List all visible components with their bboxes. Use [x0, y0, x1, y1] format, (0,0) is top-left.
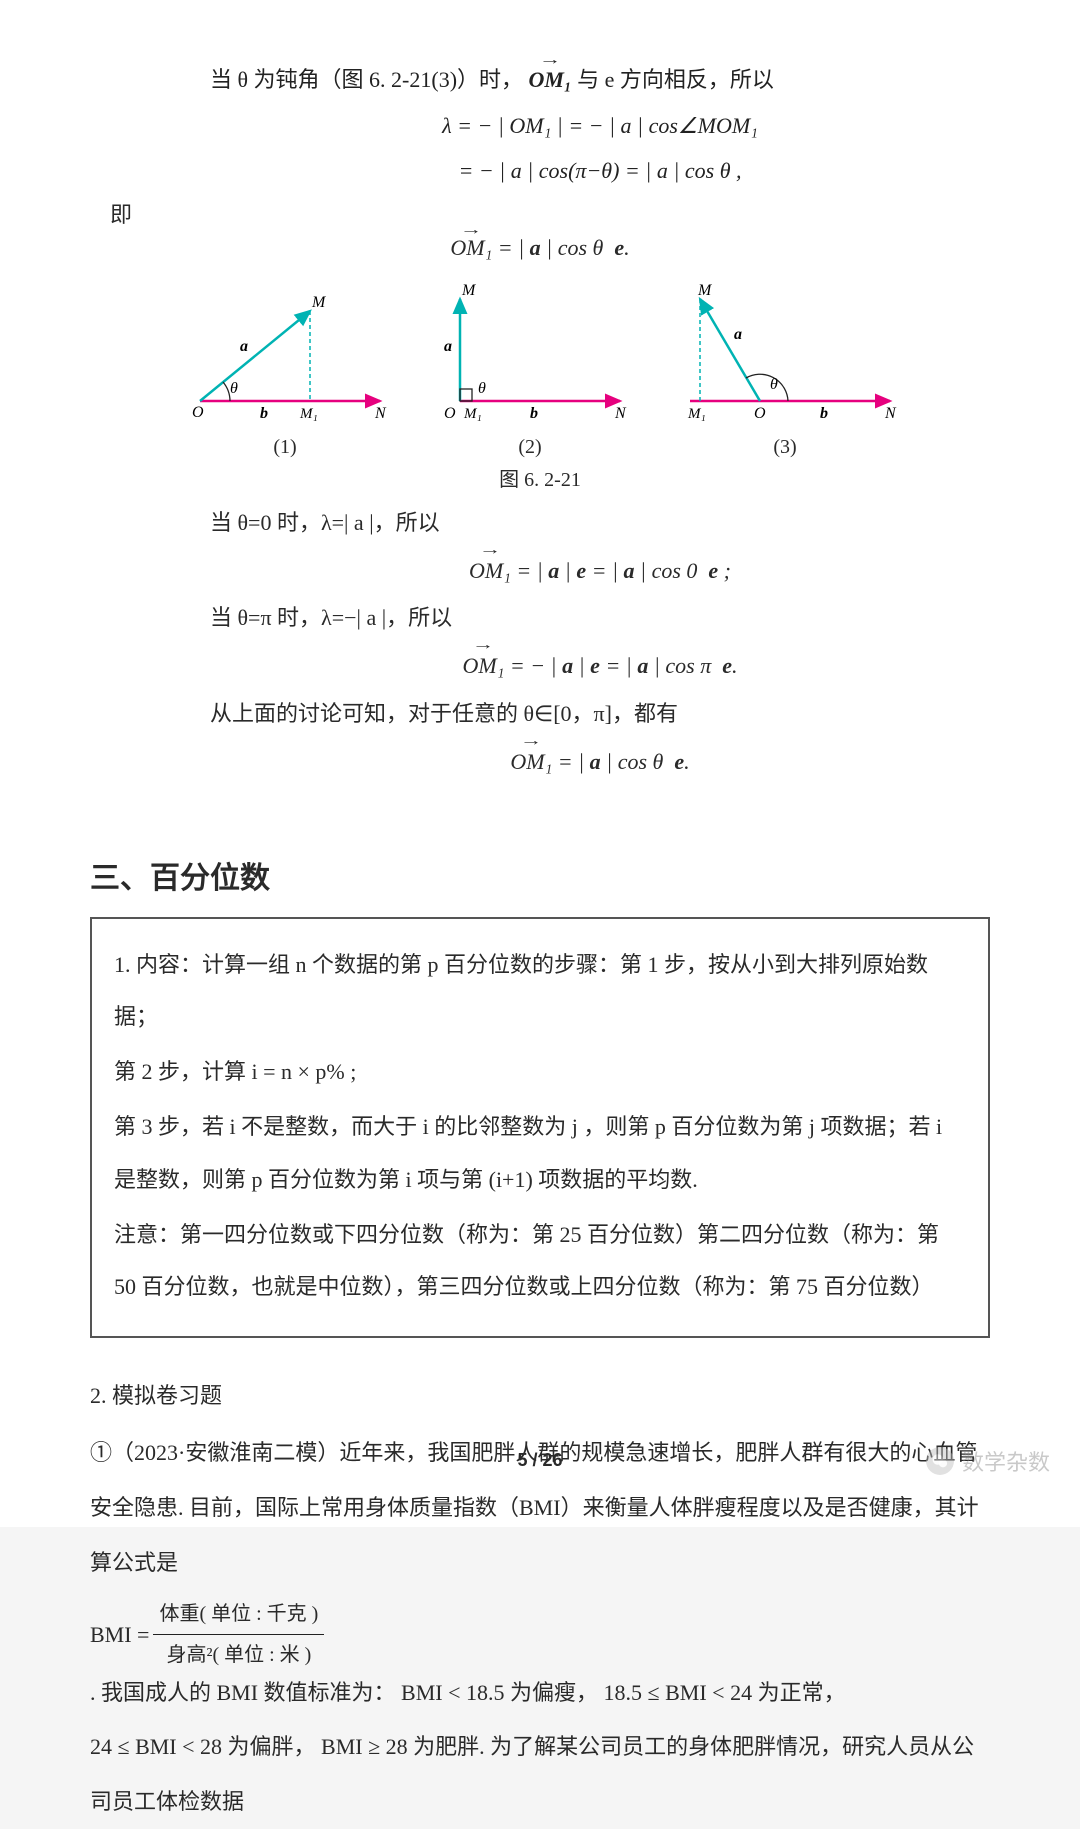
- svg-text:M₁: M₁: [463, 406, 482, 422]
- page: 当 θ 为钝角（图 6. 2-21(3)）时， OM₁ 与 e 方向相反，所以 …: [0, 0, 1080, 1527]
- diagram-3-sub: (3): [670, 436, 900, 459]
- diagram-2-sub: (2): [430, 436, 630, 459]
- eq: = − | a | e = | a | cos π e.: [510, 653, 738, 678]
- diagram-1-sub: (1): [180, 436, 390, 459]
- bmi-label: BMI =: [90, 1615, 149, 1655]
- vector-om1: OM₁: [510, 741, 552, 783]
- text-ji: 即: [110, 197, 990, 229]
- diagram-row: O M M₁ N a b θ (1) M O M₁ N a b θ: [90, 281, 990, 459]
- vector-om1: OM₁: [469, 550, 511, 592]
- box-line-3: 第 3 步，若 i 不是整数，而大于 i 的比邻整数为 j ，则第 p 百分位数…: [114, 1101, 966, 1207]
- text: 当 θ 为钝角（图 6. 2-21(3)）时，: [210, 67, 523, 92]
- diagram-1: O M M₁ N a b θ (1): [180, 281, 390, 459]
- eq-thetapi: OM₁ = − | a | e = | a | cos π e.: [210, 645, 990, 687]
- svg-text:M₁: M₁: [687, 406, 706, 422]
- wechat-icon: [926, 1447, 954, 1475]
- lower-math-block: 当 θ=0 时，λ=| a |，所以 OM₁ = | a | e = | a |…: [210, 502, 990, 783]
- equation-om1: OM₁ = | a | cos θ e.: [90, 235, 990, 261]
- bmi-tail: . 我国成人的 BMI 数值标准为： BMI < 18.5 为偏瘦， 18.5 …: [90, 1673, 846, 1713]
- line-obtuse: 当 θ 为钝角（图 6. 2-21(3)）时， OM₁ 与 e 方向相反，所以: [210, 60, 990, 100]
- exercise-heading: 2. 模拟卷习题: [90, 1368, 990, 1423]
- svg-text:O: O: [754, 405, 766, 422]
- diagram-2: M O M₁ N a b θ (2): [430, 281, 630, 459]
- text: 与 e 方向相反，所以: [577, 67, 774, 92]
- vector-om1: OM₁: [450, 235, 492, 261]
- equation-lambda: λ = − | OM₁ | = − | a | cos∠MOM₁: [210, 106, 990, 146]
- svg-text:θ: θ: [770, 376, 778, 393]
- eq: = − | a | cos(π−θ) = | a | cos θ ,: [458, 158, 741, 183]
- svg-text:O: O: [444, 405, 456, 422]
- watermark: 数学杂数: [926, 1445, 1050, 1477]
- diagram-3-svg: M M₁ O N a b θ: [670, 281, 900, 431]
- svg-text:M: M: [697, 282, 713, 299]
- svg-text:O: O: [192, 404, 204, 421]
- diagram-caption: 图 6. 2-21: [90, 463, 990, 492]
- eq-final: OM₁ = | a | cos θ e.: [210, 741, 990, 783]
- svg-text:M: M: [311, 294, 327, 311]
- box-line-1: 1. 内容：计算一组 n 个数据的第 p 百分位数的步骤：第 1 步，按从小到大…: [114, 939, 966, 1045]
- bmi-frac-num: 体重( 单位 : 千克 ): [153, 1596, 324, 1635]
- eq: = | a | e = | a | cos 0 e ;: [516, 558, 731, 583]
- svg-text:b: b: [530, 405, 538, 422]
- eq: = | a | cos θ e.: [498, 235, 630, 260]
- svg-text:a: a: [734, 326, 742, 343]
- line-conclusion: 从上面的讨论可知，对于任意的 θ∈[0，π]，都有: [210, 693, 990, 735]
- svg-text:a: a: [240, 338, 248, 355]
- vector-om1: OM₁: [529, 60, 572, 100]
- svg-text:M: M: [461, 282, 477, 299]
- svg-text:θ: θ: [230, 380, 238, 397]
- line-theta0: 当 θ=0 时，λ=| a |，所以: [210, 502, 990, 544]
- eq-theta0: OM₁ = | a | e = | a | cos 0 e ;: [210, 550, 990, 592]
- svg-text:M₁: M₁: [299, 406, 318, 422]
- diagram-3: M M₁ O N a b θ (3): [670, 281, 900, 459]
- watermark-text: 数学杂数: [962, 1445, 1050, 1477]
- svg-text:a: a: [444, 338, 452, 355]
- page-number: 5 / 26: [517, 1450, 562, 1471]
- bmi-fraction: 体重( 单位 : 千克 ) 身高²( 单位 : 米 ): [153, 1596, 324, 1673]
- box-line-2: 第 2 步，计算 i = n × p% ;: [114, 1046, 966, 1099]
- upper-math-block: 当 θ 为钝角（图 6. 2-21(3)）时， OM₁ 与 e 方向相反，所以 …: [210, 60, 990, 191]
- bmi-formula-row: BMI = 体重( 单位 : 千克 ) 身高²( 单位 : 米 ) . 我国成人…: [90, 1596, 990, 1713]
- eq: = | a | cos θ e.: [558, 749, 690, 774]
- diagram-1-svg: O M M₁ N a b θ: [180, 281, 390, 431]
- vector-om1: OM₁: [462, 645, 504, 687]
- exercise-q1-cont: 24 ≤ BMI < 28 为偏胖， BMI ≥ 28 为肥胖. 为了解某公司员…: [90, 1719, 990, 1829]
- svg-text:N: N: [884, 405, 897, 422]
- svg-text:N: N: [374, 405, 387, 422]
- percentile-box: 1. 内容：计算一组 n 个数据的第 p 百分位数的步骤：第 1 步，按从小到大…: [90, 917, 990, 1339]
- svg-text:b: b: [820, 405, 828, 422]
- equation-lambda2: = − | a | cos(π−θ) = | a | cos θ ,: [210, 151, 990, 191]
- svg-text:b: b: [260, 405, 268, 422]
- bmi-frac-den: 身高²( 单位 : 米 ): [160, 1635, 317, 1673]
- eq: λ = − | OM₁ | = − | a | cos∠MOM₁: [442, 113, 758, 138]
- section-title: 三、百分位数: [90, 853, 990, 897]
- box-line-4: 注意：第一四分位数或下四分位数（称为：第 25 百分位数）第二四分位数（称为：第…: [114, 1209, 966, 1315]
- diagram-2-svg: M O M₁ N a b θ: [430, 281, 630, 431]
- svg-text:N: N: [614, 405, 627, 422]
- exercise-block: 2. 模拟卷习题 ①（2023·安徽淮南二模）近年来，我国肥胖人群的规模急速增长…: [90, 1368, 990, 1829]
- svg-text:θ: θ: [478, 380, 486, 397]
- line-thetapi: 当 θ=π 时，λ=−| a |，所以: [210, 597, 990, 639]
